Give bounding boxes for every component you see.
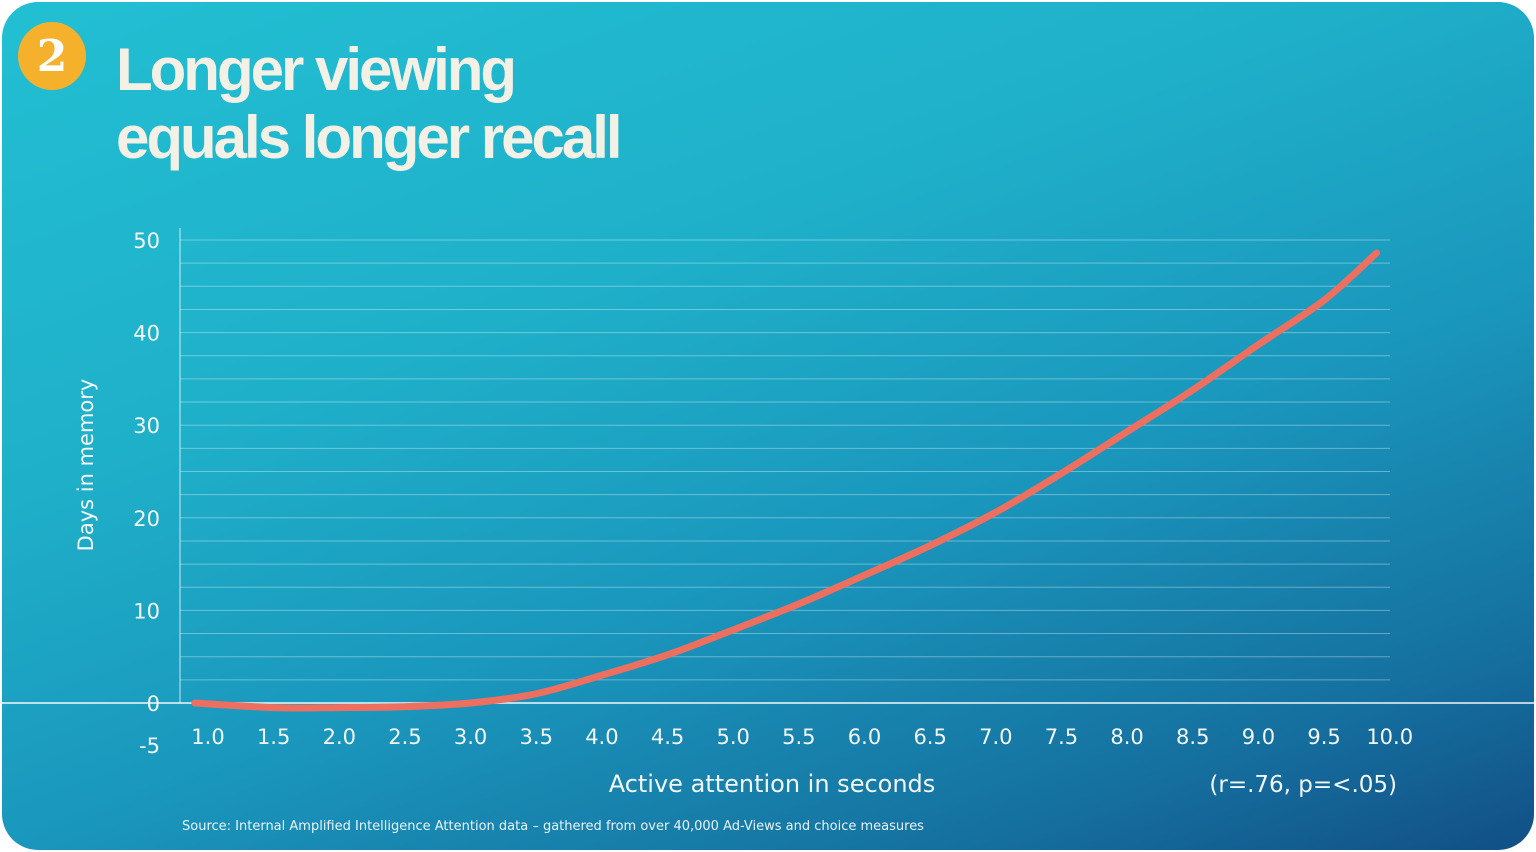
x-tick-label: 1.0 (191, 725, 224, 749)
x-tick-label: 5.5 (782, 725, 815, 749)
stats-annotation: (r=.76, p=<.05) (1209, 772, 1397, 798)
x-tick-label: 4.5 (651, 725, 684, 749)
x-tick-label: 3.5 (520, 725, 553, 749)
x-tick-label: 5.0 (716, 725, 749, 749)
x-tick-label: 4.0 (585, 725, 618, 749)
title-line-2: equals longer recall (116, 104, 623, 171)
y-tick-label: 30 (133, 414, 160, 438)
y-tick-label: 20 (133, 507, 160, 531)
x-tick-label: 3.0 (454, 725, 487, 749)
x-axis-label: Active attention in seconds (609, 770, 936, 798)
x-tick-label: 7.5 (1045, 725, 1078, 749)
y-tick-label: -5 (139, 734, 160, 758)
y-tick-label: 40 (133, 322, 160, 346)
y-tick-label: 50 (133, 229, 160, 253)
x-tick-label: 6.5 (913, 725, 946, 749)
x-tick-label: 2.5 (388, 725, 421, 749)
x-tick-label: 7.0 (979, 725, 1012, 749)
y-tick-label: 0 (147, 692, 160, 716)
x-tick-label: 2.0 (323, 725, 356, 749)
x-tick-label: 9.0 (1242, 725, 1275, 749)
number-badge: 2 (18, 22, 86, 90)
y-axis-label: Days in memory (74, 379, 98, 552)
source-note: Source: Internal Amplified Intelligence … (182, 819, 924, 834)
title-line-1: Longer viewing (116, 36, 517, 103)
x-tick-label: 9.5 (1307, 725, 1340, 749)
chart-title: Longer viewing equals longer recall (116, 36, 623, 172)
y-tick-label: 10 (133, 599, 160, 623)
x-tick-label: 6.0 (848, 725, 881, 749)
x-tick-label: 10.0 (1366, 725, 1413, 749)
data-line-series (191, 249, 1381, 712)
x-tick-label: 8.5 (1176, 725, 1209, 749)
x-tick-label: 8.0 (1110, 725, 1143, 749)
x-tick-label: 1.5 (257, 725, 290, 749)
